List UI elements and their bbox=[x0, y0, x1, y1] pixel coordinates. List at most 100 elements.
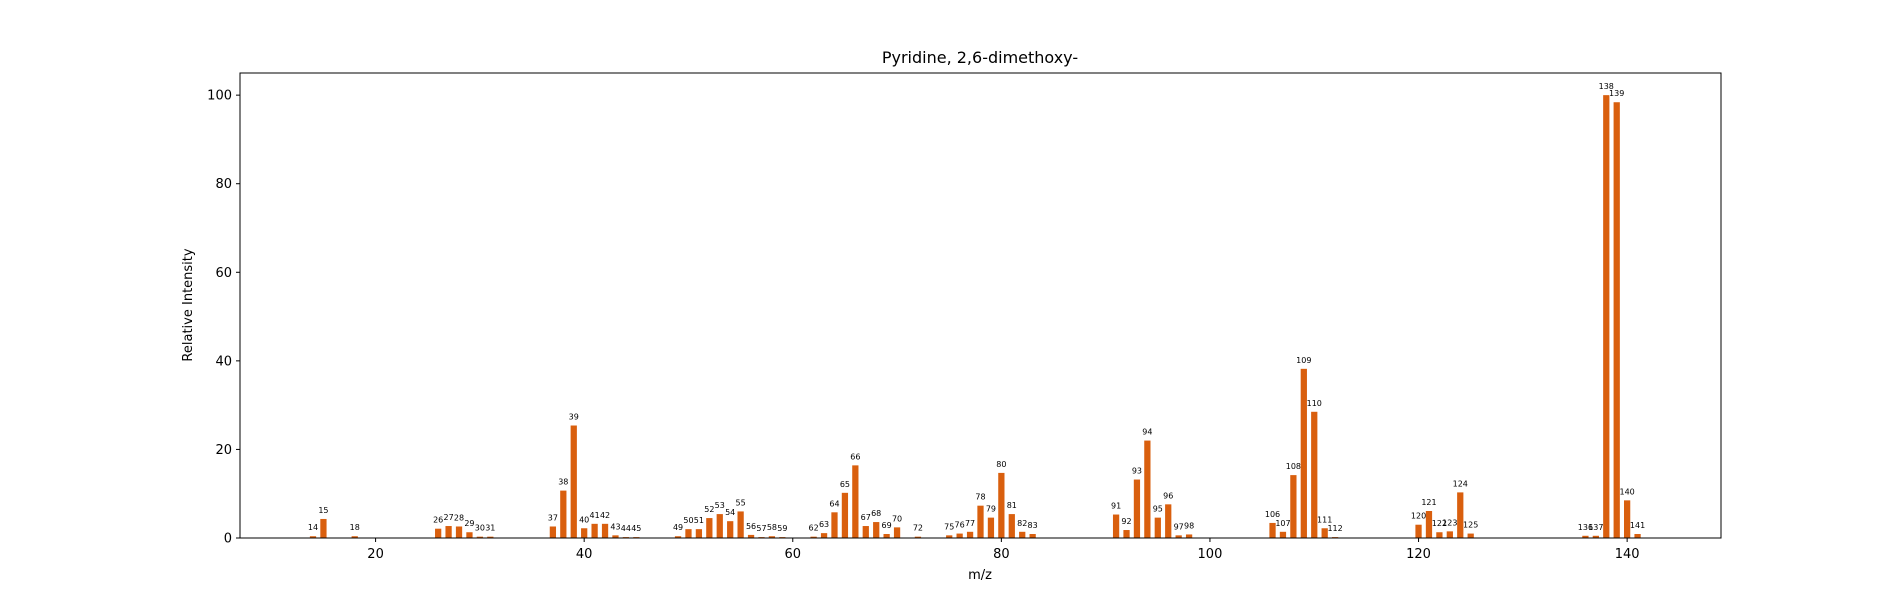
bar-label-mz-120: 120 bbox=[1411, 512, 1426, 521]
bar-mz-121 bbox=[1425, 510, 1433, 538]
bar-label-mz-80: 80 bbox=[996, 460, 1006, 469]
bar-label-mz-70: 70 bbox=[892, 514, 902, 523]
bar-mz-51 bbox=[695, 529, 703, 538]
bar-mz-91 bbox=[1112, 514, 1120, 538]
y-tick-label: 100 bbox=[207, 89, 232, 104]
bar-mz-138 bbox=[1603, 95, 1610, 538]
bar-mz-70 bbox=[893, 527, 901, 538]
bar-label-mz-29: 29 bbox=[464, 519, 474, 528]
bar-label-mz-18: 18 bbox=[350, 523, 360, 532]
bar-label-mz-112: 112 bbox=[1327, 524, 1342, 533]
bar-mz-124 bbox=[1457, 492, 1464, 538]
bar-label-mz-14: 14 bbox=[308, 523, 318, 532]
bar-mz-56 bbox=[747, 534, 755, 538]
bar-mz-39 bbox=[570, 425, 577, 538]
bar-label-mz-49: 49 bbox=[673, 523, 683, 532]
bar-mz-69 bbox=[883, 534, 890, 538]
bar-label-mz-56: 56 bbox=[746, 522, 756, 531]
bar-mz-68 bbox=[873, 522, 880, 538]
bar-mz-122 bbox=[1436, 532, 1443, 538]
bar-label-mz-41: 41 bbox=[590, 511, 600, 520]
bar-mz-110 bbox=[1311, 411, 1318, 538]
bar-mz-58 bbox=[768, 536, 776, 538]
bar-label-mz-141: 141 bbox=[1630, 521, 1645, 530]
bar-mz-55 bbox=[737, 511, 744, 538]
bar-label-mz-92: 92 bbox=[1121, 517, 1131, 526]
bar-mz-26 bbox=[435, 528, 442, 538]
bar-mz-96 bbox=[1165, 504, 1172, 538]
bar-mz-109 bbox=[1300, 368, 1307, 538]
bar-mz-141 bbox=[1634, 534, 1641, 538]
bar-mz-95 bbox=[1154, 517, 1161, 538]
bar-label-mz-63: 63 bbox=[819, 520, 829, 529]
bar-mz-27 bbox=[445, 526, 452, 538]
bar-label-mz-57: 57 bbox=[756, 524, 766, 533]
bar-label-mz-106: 106 bbox=[1265, 510, 1280, 519]
chart-title: Pyridine, 2,6-dimethoxy- bbox=[882, 48, 1078, 67]
bar-label-mz-44: 44 bbox=[621, 524, 631, 533]
bar-label-mz-27: 27 bbox=[443, 513, 453, 522]
y-axis-ticks: 0 20 40 60 80 100 bbox=[207, 89, 240, 547]
bar-label-mz-121: 121 bbox=[1421, 498, 1436, 507]
bar-mz-139 bbox=[1613, 102, 1620, 538]
bar-mz-40 bbox=[581, 528, 588, 538]
bar-mz-72 bbox=[914, 536, 922, 538]
bar-mz-30 bbox=[476, 536, 484, 538]
bar-label-mz-31: 31 bbox=[485, 524, 495, 533]
bar-label-mz-52: 52 bbox=[704, 505, 714, 514]
bar-mz-75 bbox=[946, 535, 953, 538]
bar-mz-37 bbox=[549, 526, 557, 538]
bar-mz-66 bbox=[852, 465, 859, 538]
y-tick-label: 0 bbox=[224, 532, 232, 547]
bar-label-mz-30: 30 bbox=[475, 524, 485, 533]
bar-mz-43 bbox=[612, 535, 619, 538]
bar-mz-120 bbox=[1415, 524, 1422, 538]
bar-label-mz-125: 125 bbox=[1463, 521, 1478, 530]
x-tick-label: 80 bbox=[993, 547, 1010, 562]
x-tick-label: 100 bbox=[1198, 547, 1223, 562]
bar-mz-52 bbox=[706, 518, 713, 538]
bar-mz-107 bbox=[1279, 531, 1287, 538]
bar-mz-83 bbox=[1029, 534, 1036, 538]
bar-label-mz-83: 83 bbox=[1028, 521, 1038, 530]
bar-mz-108 bbox=[1290, 475, 1297, 538]
x-tick-label: 20 bbox=[367, 547, 384, 562]
bar-mz-41 bbox=[591, 523, 598, 538]
bar-label-mz-37: 37 bbox=[548, 513, 558, 522]
bar-mz-111 bbox=[1321, 528, 1328, 538]
bar-mz-77 bbox=[966, 531, 974, 538]
bar-label-mz-53: 53 bbox=[715, 501, 725, 510]
bar-label-mz-45: 45 bbox=[631, 524, 641, 533]
y-tick-label: 60 bbox=[215, 266, 232, 281]
bar-label-mz-98: 98 bbox=[1184, 521, 1194, 530]
x-axis-label: m/z bbox=[968, 568, 992, 583]
bar-mz-136 bbox=[1582, 535, 1589, 538]
bar-label-mz-93: 93 bbox=[1132, 467, 1142, 476]
bar-mz-97 bbox=[1175, 535, 1182, 538]
bar-mz-64 bbox=[831, 512, 838, 538]
bar-label-mz-91: 91 bbox=[1111, 502, 1121, 511]
bar-label-mz-59: 59 bbox=[777, 524, 787, 533]
bars-layer bbox=[309, 95, 1641, 538]
bar-label-mz-64: 64 bbox=[829, 499, 839, 508]
bar-label-mz-95: 95 bbox=[1153, 505, 1163, 514]
bar-label-mz-40: 40 bbox=[579, 515, 589, 524]
bar-label-mz-136: 136 bbox=[1578, 523, 1593, 532]
bar-label-mz-81: 81 bbox=[1007, 501, 1017, 510]
bar-label-mz-82: 82 bbox=[1017, 519, 1027, 528]
bar-mz-50 bbox=[685, 529, 692, 538]
bar-label-mz-111: 111 bbox=[1317, 515, 1332, 524]
bar-mz-29 bbox=[466, 532, 473, 538]
bar-label-mz-38: 38 bbox=[558, 478, 568, 487]
bar-mz-31 bbox=[487, 536, 494, 538]
bar-label-mz-140: 140 bbox=[1619, 487, 1634, 496]
bar-label-mz-66: 66 bbox=[850, 452, 860, 461]
bar-label-mz-109: 109 bbox=[1296, 356, 1311, 365]
x-tick-label: 40 bbox=[576, 547, 593, 562]
bar-mz-98 bbox=[1185, 534, 1193, 538]
bar-label-mz-78: 78 bbox=[975, 493, 985, 502]
bar-mz-18 bbox=[351, 536, 358, 538]
x-tick-label: 60 bbox=[784, 547, 801, 562]
